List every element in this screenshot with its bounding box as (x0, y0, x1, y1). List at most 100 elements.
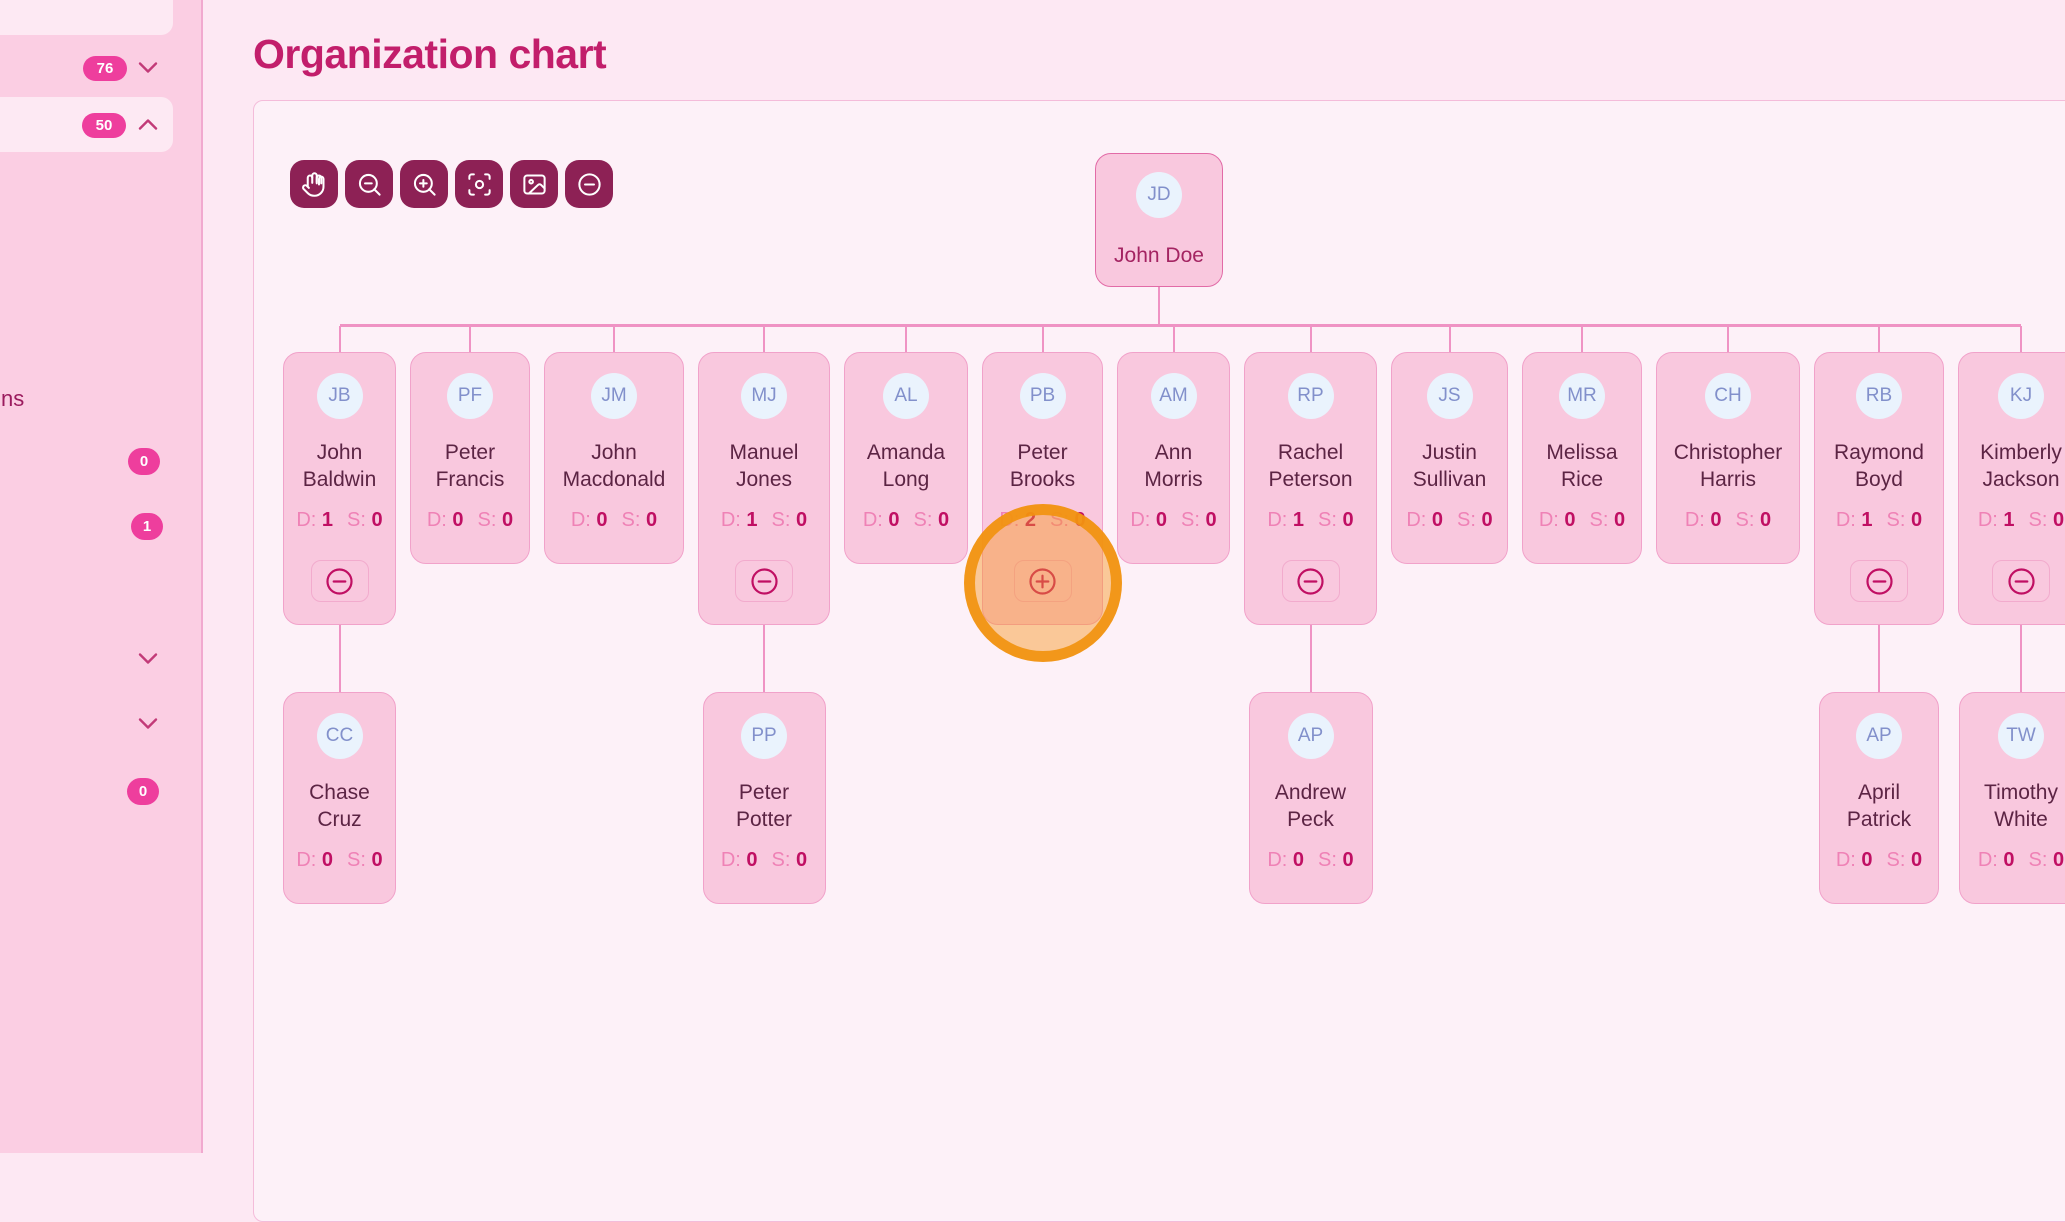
person-last-name: Francis (436, 466, 505, 493)
collapse-node-button[interactable] (1282, 560, 1340, 602)
collapse-all-button[interactable] (565, 160, 613, 208)
directs-value: 2 (1025, 509, 1036, 531)
circle-minus-icon (324, 566, 355, 597)
collapse-node-button[interactable] (735, 560, 793, 602)
connector-line (1310, 625, 1312, 692)
person-last-name: Rice (1546, 466, 1617, 493)
directs-value: 0 (746, 849, 757, 871)
export-image-button[interactable] (510, 160, 558, 208)
connector-line (905, 326, 907, 352)
collapse-node-button[interactable] (311, 560, 369, 602)
sidebar-item-top[interactable] (0, 0, 173, 35)
collapse-node-button[interactable] (1992, 560, 2050, 602)
person-first-name: Peter (436, 439, 505, 466)
zoom-in-button[interactable] (400, 160, 448, 208)
person-last-name: White (1984, 806, 2058, 833)
zoom-out-icon (356, 171, 383, 198)
person-last-name: Peck (1275, 806, 1346, 833)
chevron-down-icon[interactable] (138, 61, 158, 79)
expand-node-button[interactable] (1014, 560, 1072, 602)
connector-line (1878, 625, 1880, 692)
avatar-initials: JM (601, 385, 626, 407)
chevron-down-icon[interactable] (138, 717, 158, 735)
fit-view-button[interactable] (455, 160, 503, 208)
avatar-initials: AP (1298, 725, 1323, 747)
directs-label: D: (571, 509, 591, 531)
page-title: Organization chart (253, 31, 606, 78)
directs-value: 0 (1432, 509, 1443, 531)
subordinates-label: S: (2029, 509, 2048, 531)
person-last-name: Patrick (1847, 806, 1911, 833)
connector-line (1310, 326, 1312, 352)
chevron-down-icon[interactable] (138, 652, 158, 670)
directs-value: 0 (1710, 509, 1721, 531)
directs-label: D: (1978, 849, 1998, 871)
subordinates-label: S: (772, 849, 791, 871)
collapse-node-button[interactable] (1850, 560, 1908, 602)
avatar-initials: PF (458, 385, 482, 407)
sidebar-clipped-label: ns (1, 386, 24, 412)
person-name: John Doe (1114, 242, 1204, 269)
image-icon (521, 171, 548, 198)
person-last-name: Jones (730, 466, 799, 493)
person-first-name: Raymond (1834, 439, 1924, 466)
person-last-name: Potter (736, 806, 792, 833)
person-first-name: April (1847, 779, 1911, 806)
sidebar: 76 50 ns 0 1 0 (0, 0, 203, 1153)
sidebar-count-badge: 50 (82, 113, 126, 138)
subordinates-value: 0 (796, 849, 807, 871)
avatar: JB (317, 373, 363, 419)
directs-label: D: (1836, 509, 1856, 531)
avatar-initials: PB (1030, 385, 1055, 407)
sidebar-count-badge: 76 (83, 56, 127, 81)
directs-label: D: (1685, 509, 1705, 531)
avatar: KJ (1998, 373, 2044, 419)
avatar: RB (1856, 373, 1902, 419)
chevron-up-icon[interactable] (138, 118, 158, 136)
zoom-out-button[interactable] (345, 160, 393, 208)
person-last-name: Cruz (309, 806, 370, 833)
avatar: PF (447, 373, 493, 419)
subordinates-value: 0 (1206, 509, 1217, 531)
directs-label: D: (296, 849, 316, 871)
avatar: CC (317, 713, 363, 759)
connector-line (339, 326, 341, 352)
org-card-root[interactable]: JD John Doe (1095, 153, 1223, 287)
subordinates-value: 0 (502, 509, 513, 531)
directs-value: 1 (1293, 509, 1304, 531)
person-last-name: Brooks (1010, 466, 1075, 493)
hand-icon (301, 171, 328, 198)
avatar-initials: AP (1866, 725, 1891, 747)
connector-line (2020, 326, 2022, 352)
person-last-name: Macdonald (563, 466, 666, 493)
pan-tool-button[interactable] (290, 160, 338, 208)
